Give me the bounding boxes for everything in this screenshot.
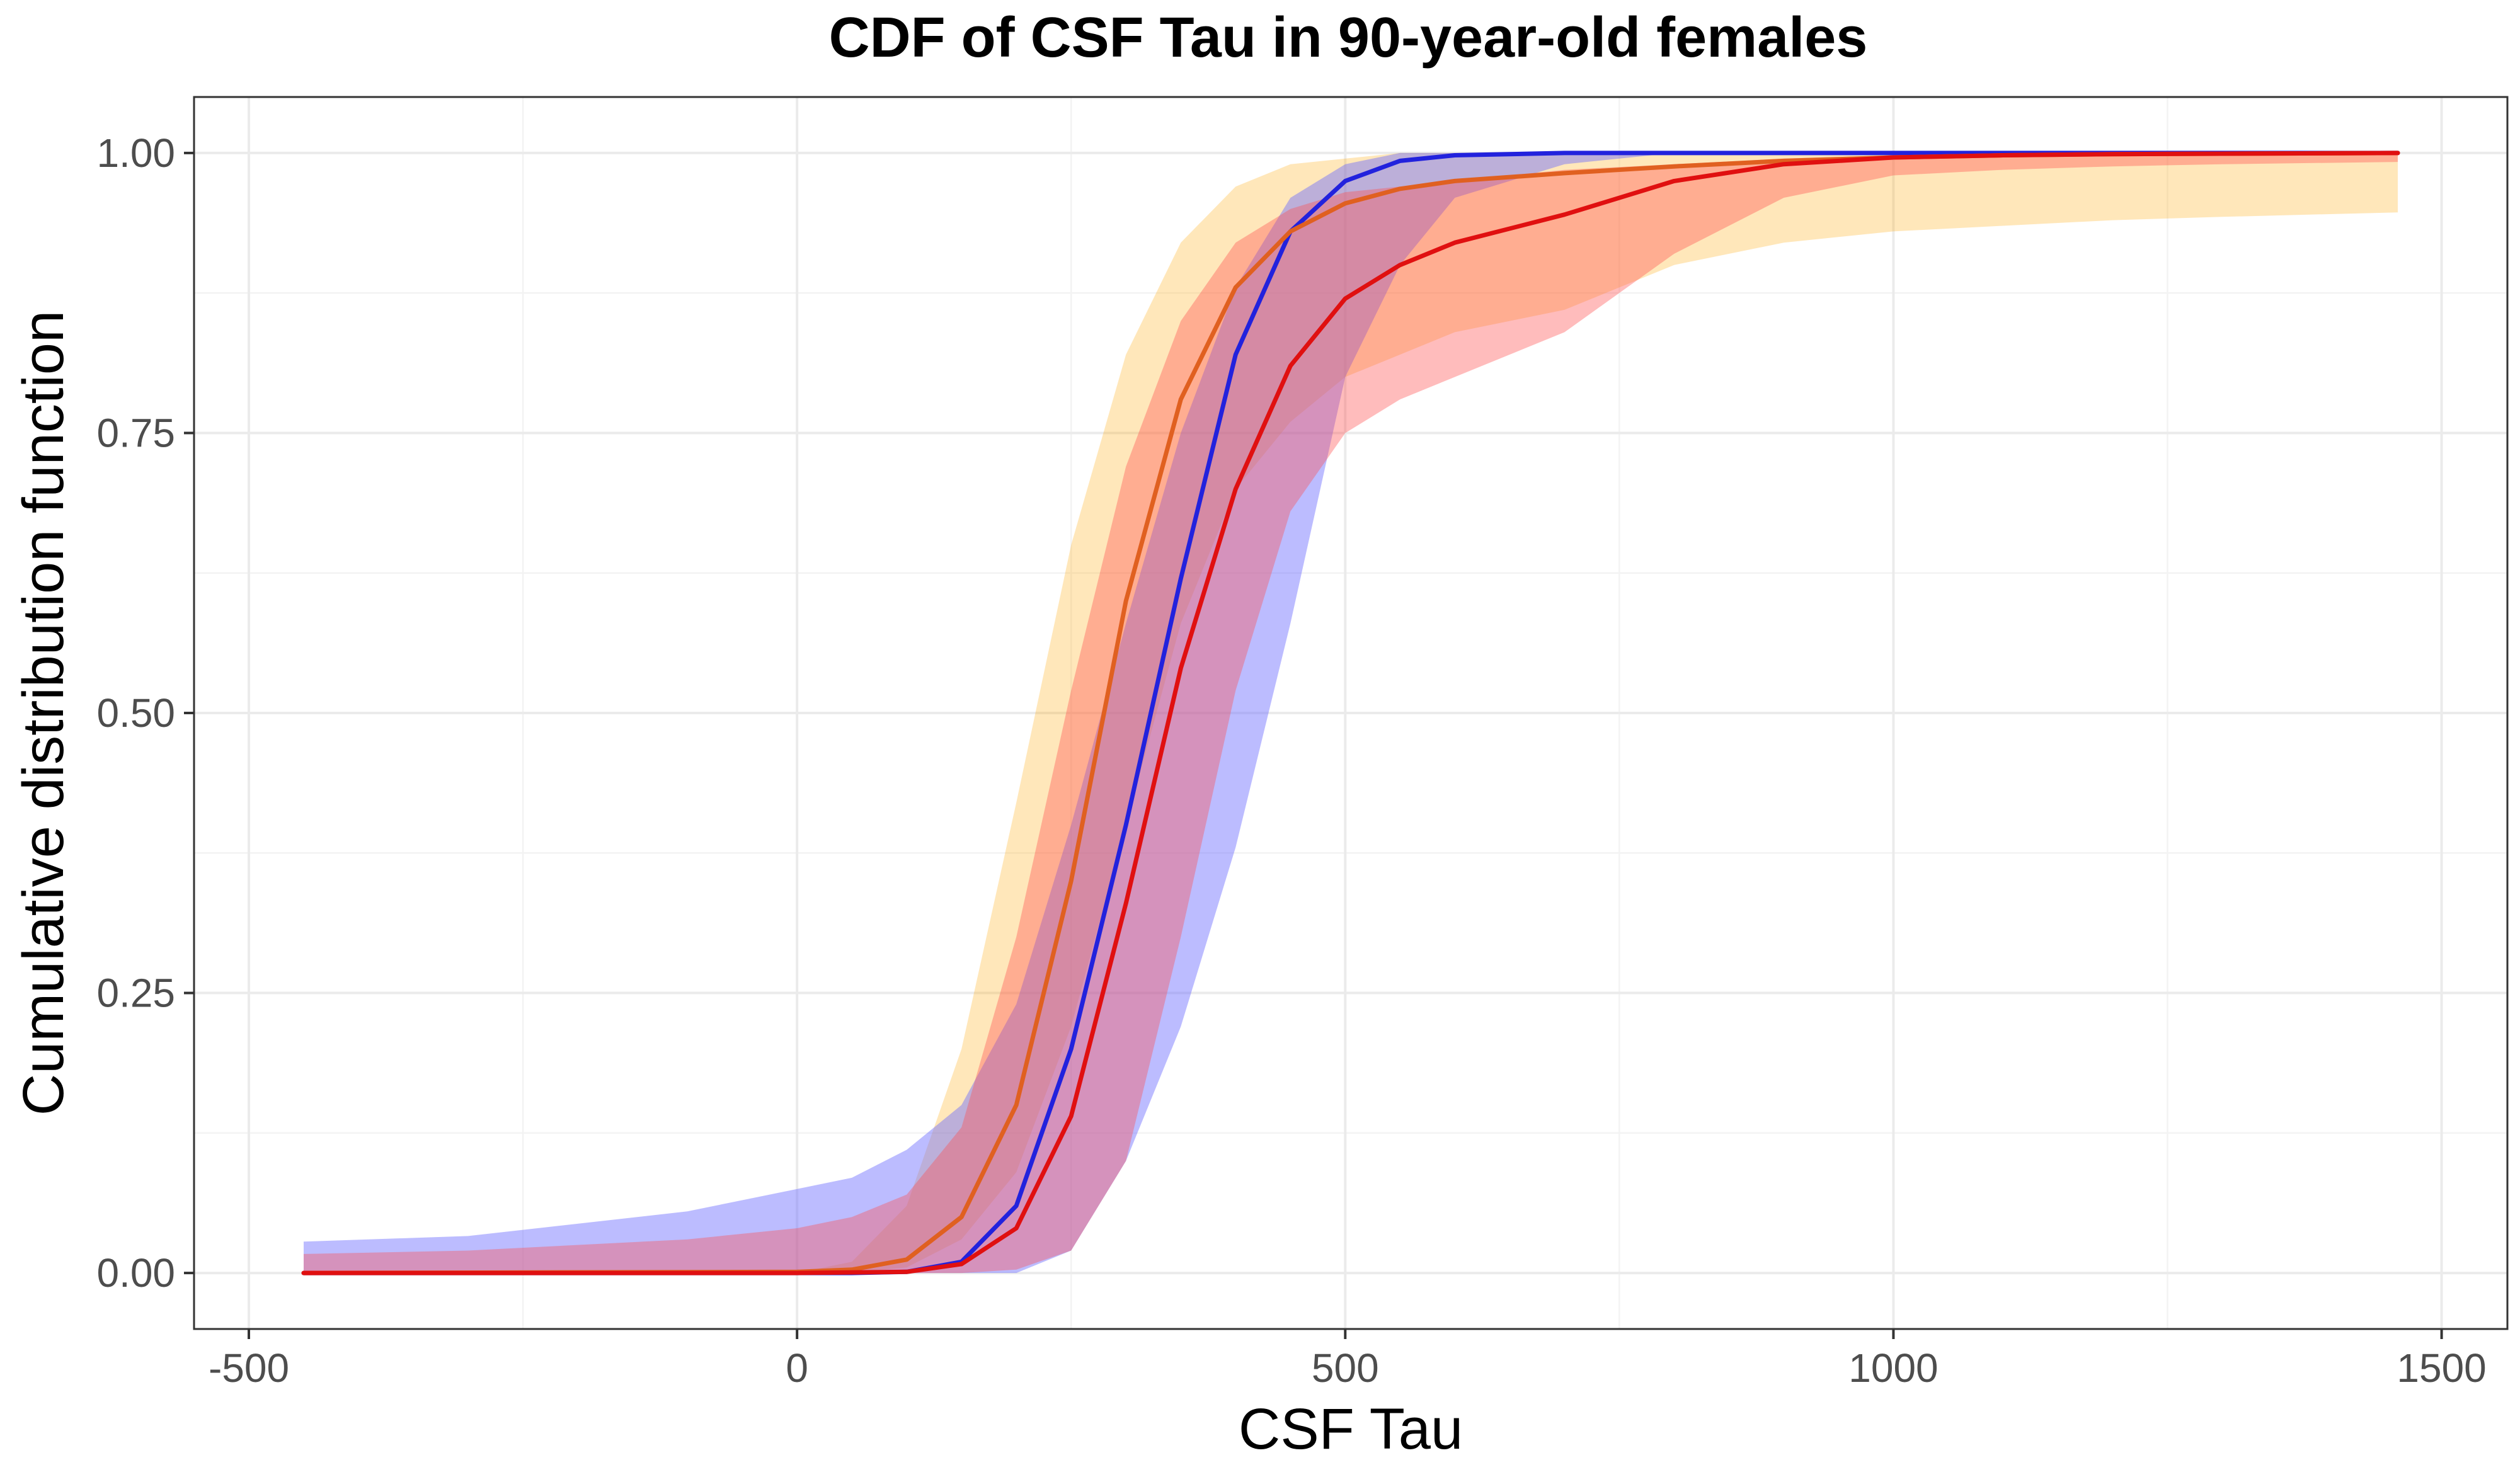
x-axis-ticks: -500 0 500 1000 1500 (209, 1329, 2487, 1391)
y-axis-label: Cumulative distribution function (11, 311, 76, 1115)
y-tick-label: 0.25 (96, 971, 175, 1016)
x-axis-label: CSF Tau (1239, 1397, 1463, 1461)
y-tick-label: 0.75 (96, 410, 175, 455)
y-tick-label: 0.50 (96, 690, 175, 736)
chart-title: CDF of CSF Tau in 90-year-old females (829, 6, 1868, 69)
y-tick-label: 1.00 (96, 130, 175, 176)
red-line (301, 151, 2400, 1275)
cdf-lines (301, 151, 2400, 1275)
x-tick-label: 1500 (2397, 1345, 2486, 1391)
x-tick-label: -500 (209, 1345, 289, 1391)
x-tick-label: 500 (1312, 1345, 1379, 1391)
grid (194, 97, 2507, 1329)
y-axis-ticks: 0.00 0.25 0.50 0.75 1.00 (96, 130, 194, 1296)
y-tick-label: 0.00 (96, 1250, 175, 1296)
confidence-bands (304, 152, 2398, 1274)
x-tick-label: 1000 (1848, 1345, 1938, 1391)
red-band (304, 152, 2398, 1274)
x-tick-label: 0 (786, 1345, 808, 1391)
